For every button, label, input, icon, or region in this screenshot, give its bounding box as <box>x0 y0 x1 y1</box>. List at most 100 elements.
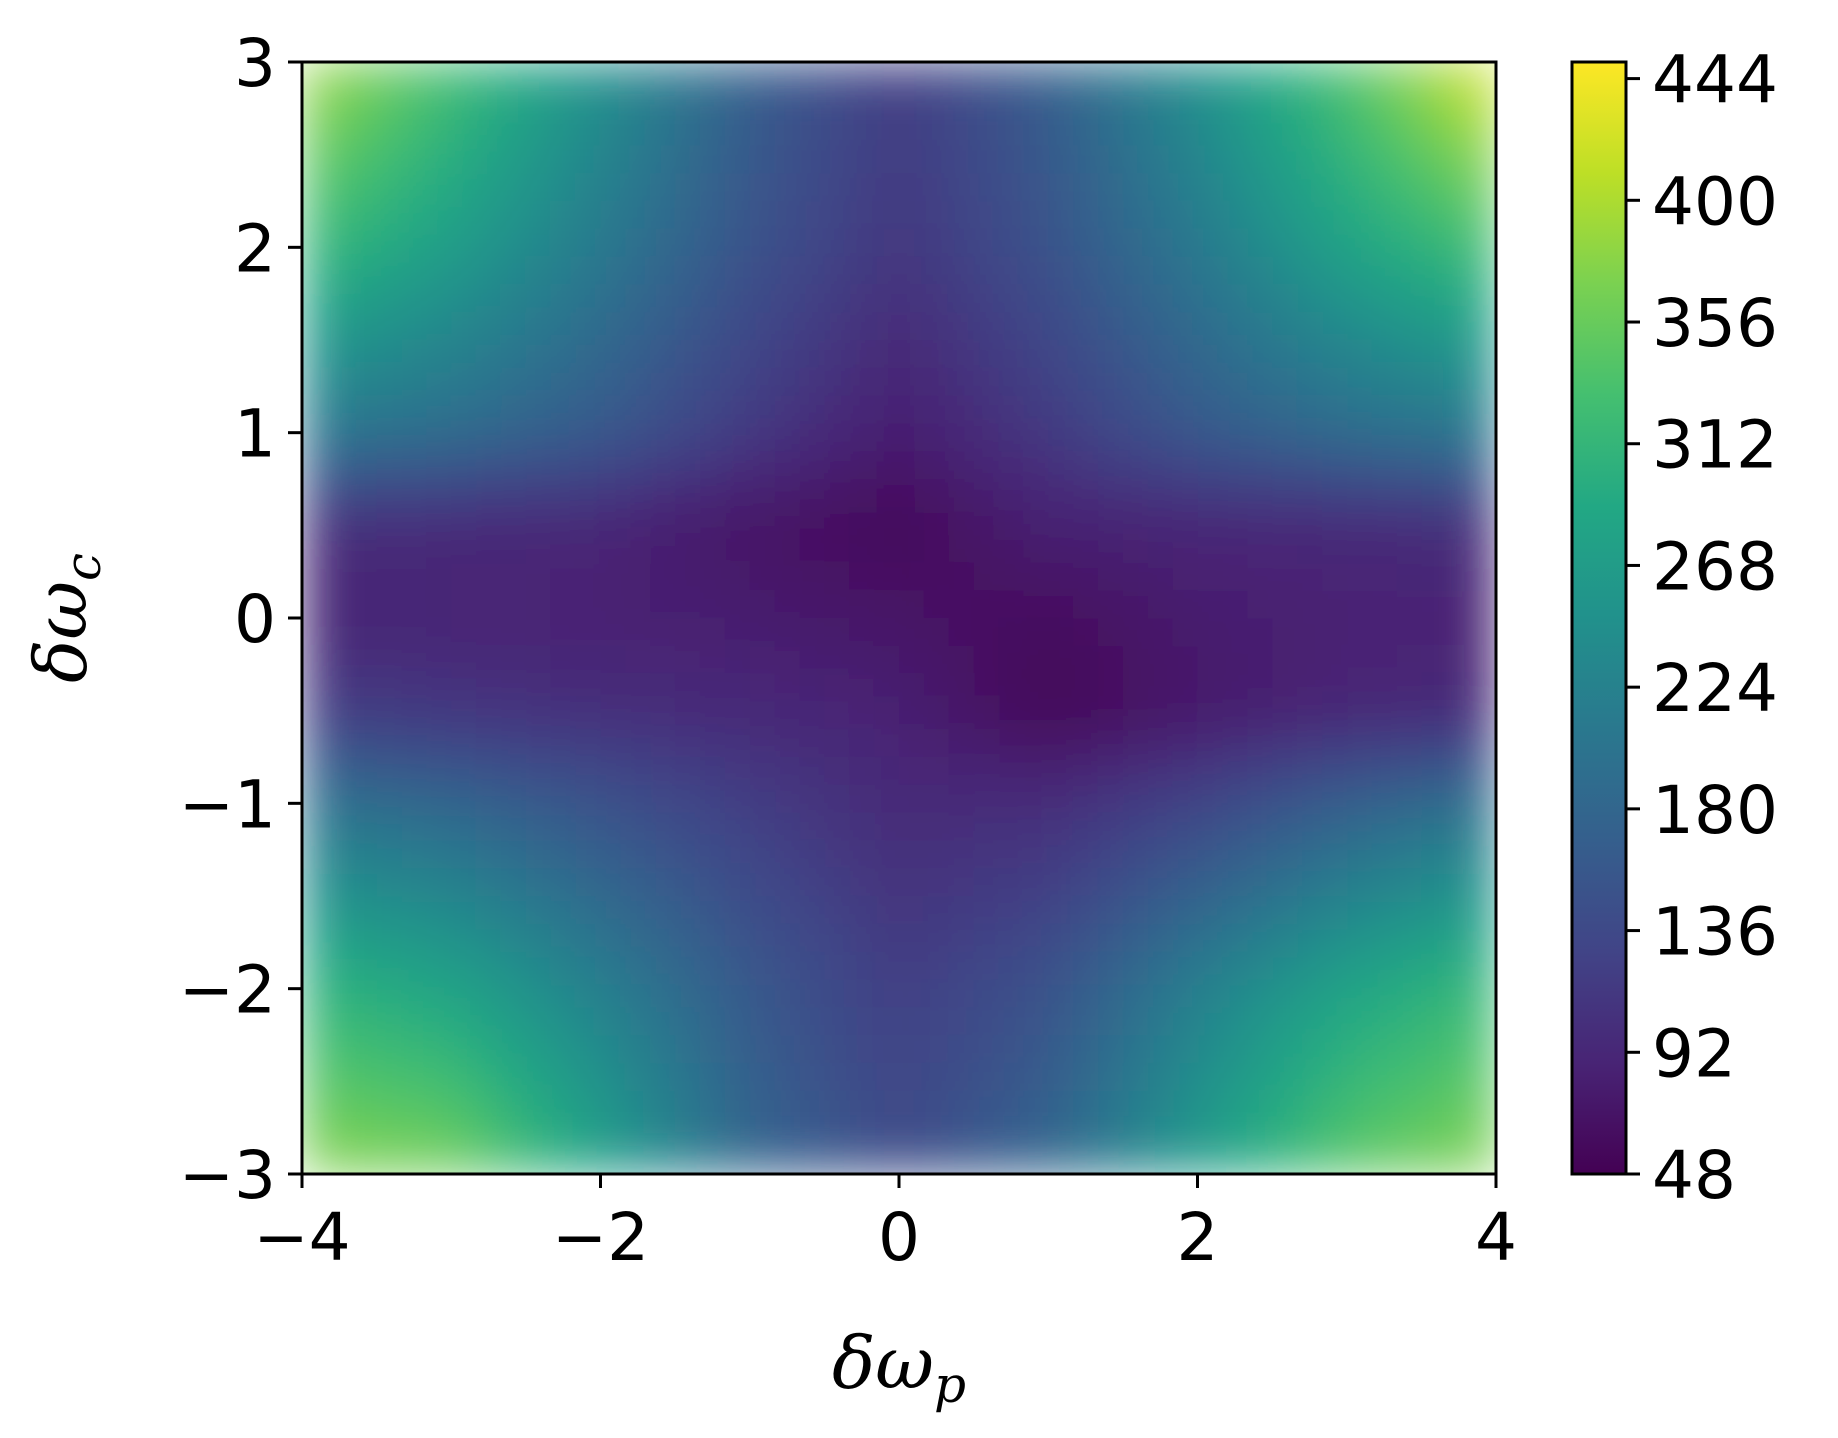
heatmap-cell <box>973 367 1000 397</box>
y-axis-label: δωc <box>19 553 112 683</box>
heatmap-cell <box>998 201 1024 230</box>
heatmap-cell <box>724 840 751 869</box>
heatmap-cell <box>476 896 502 925</box>
heatmap-cell <box>1147 1062 1174 1092</box>
heatmap-cell <box>1297 868 1323 897</box>
heatmap-cell <box>1073 645 1099 675</box>
heatmap-cell <box>1122 896 1149 925</box>
heatmap-cell <box>1247 256 1273 285</box>
heatmap-cell <box>426 173 452 202</box>
heatmap-cell <box>1471 923 1496 953</box>
heatmap-cell <box>849 479 875 508</box>
heatmap-cell <box>1421 590 1447 619</box>
heatmap-cell <box>1471 62 1496 91</box>
heatmap-cell <box>724 423 751 452</box>
heatmap-cell <box>1371 590 1398 619</box>
heatmap-cell <box>948 145 975 174</box>
heatmap-cell <box>550 784 577 814</box>
heatmap-cell <box>401 506 427 536</box>
heatmap-cell <box>973 228 1000 258</box>
heatmap-cell <box>973 840 1000 869</box>
heatmap-cell <box>724 590 751 619</box>
heatmap-cell <box>1222 1062 1248 1092</box>
heatmap-cell <box>874 618 900 647</box>
heatmap-cell <box>675 673 701 702</box>
heatmap-cell <box>501 117 527 146</box>
heatmap-cell <box>1147 840 1174 869</box>
heatmap-cell <box>625 506 651 536</box>
heatmap-cell <box>451 1062 477 1092</box>
heatmap-cell <box>1023 284 1049 313</box>
heatmap-cell <box>1321 1035 1348 1064</box>
heatmap-cell <box>451 840 477 869</box>
heatmap-cell <box>1321 1007 1348 1036</box>
heatmap-cell <box>525 340 552 369</box>
heatmap-cell <box>874 340 900 369</box>
heatmap-cell <box>1048 590 1074 619</box>
heatmap-cell <box>501 1146 527 1174</box>
heatmap-cell <box>824 423 850 452</box>
heatmap-cell <box>426 423 452 452</box>
heatmap-cell <box>998 868 1024 897</box>
heatmap-cell <box>1321 979 1348 1008</box>
heatmap-cell <box>525 173 552 202</box>
heatmap-cell <box>600 256 626 285</box>
heatmap-cell <box>426 228 452 258</box>
heatmap-cell <box>625 979 651 1008</box>
heatmap-cell <box>749 173 776 202</box>
heatmap-cell <box>351 89 378 119</box>
heatmap-cell <box>923 923 950 953</box>
heatmap-cell <box>724 812 751 841</box>
heatmap-cell <box>923 228 950 258</box>
heatmap-cell <box>799 117 825 146</box>
heatmap-cell <box>998 423 1024 452</box>
heatmap-cell <box>1048 1062 1074 1092</box>
heatmap-cell <box>1222 201 1248 230</box>
heatmap-cell <box>1197 1090 1223 1119</box>
heatmap-cell <box>874 812 900 841</box>
heatmap-cell <box>899 1062 925 1092</box>
heatmap-cell <box>1471 1062 1496 1092</box>
heatmap-cell <box>575 479 602 508</box>
heatmap-cell <box>1471 256 1496 285</box>
heatmap-cell <box>575 1118 602 1147</box>
heatmap-cell <box>401 201 427 230</box>
heatmap-cell <box>575 1146 602 1174</box>
heatmap-cell <box>351 645 378 675</box>
y-tick-label: 3 <box>234 25 276 102</box>
heatmap-cell <box>326 784 353 814</box>
heatmap-cell <box>799 618 825 647</box>
heatmap-cell <box>1272 618 1298 647</box>
heatmap-cell <box>525 534 552 563</box>
heatmap-cell <box>724 117 751 146</box>
heatmap-cell <box>1346 923 1373 953</box>
heatmap-cell <box>749 840 776 869</box>
heatmap-cell <box>1172 590 1199 619</box>
heatmap-cell <box>1073 784 1099 814</box>
heatmap-cell <box>998 645 1024 675</box>
heatmap-cell <box>575 340 602 369</box>
heatmap-cell <box>625 701 651 730</box>
heatmap-cell <box>675 62 701 91</box>
x-tick-label: −2 <box>552 1199 649 1276</box>
heatmap-cell <box>1346 479 1373 508</box>
heatmap-cell <box>1297 896 1323 925</box>
heatmap-cell <box>874 590 900 619</box>
heatmap-cell <box>700 784 726 814</box>
heatmap-cell <box>799 673 825 702</box>
heatmap-cell <box>1197 534 1223 563</box>
heatmap-cell <box>1197 562 1223 591</box>
heatmap-cell <box>401 284 427 313</box>
heatmap-cell <box>1098 951 1124 980</box>
heatmap-cell <box>1446 228 1472 258</box>
heatmap-cell <box>1421 173 1447 202</box>
heatmap-cell <box>948 979 975 1008</box>
heatmap-cell <box>774 256 801 285</box>
heatmap-cell <box>1247 951 1273 980</box>
heatmap-cell <box>849 673 875 702</box>
heatmap-cell <box>749 506 776 536</box>
heatmap-cell <box>1247 89 1273 119</box>
heatmap-cell <box>1172 367 1199 397</box>
heatmap-cell <box>774 62 801 91</box>
heatmap-cell <box>1172 673 1199 702</box>
